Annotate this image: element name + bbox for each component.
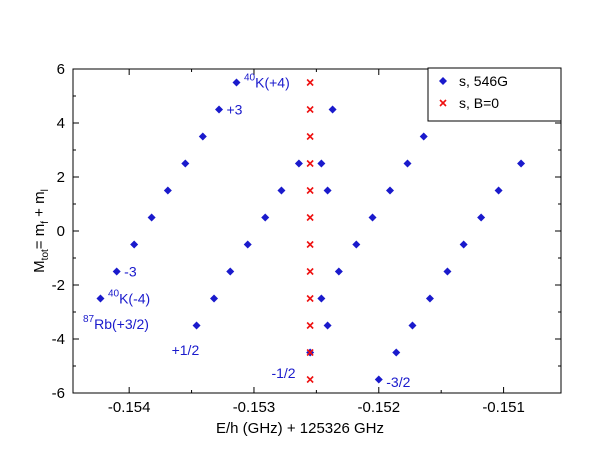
data-point-546g (210, 294, 219, 303)
data-point-546g (232, 78, 241, 87)
data-point-b0 (306, 321, 314, 330)
data-point-546g (198, 132, 207, 141)
y-axis-label-main: M (31, 260, 48, 273)
annotation: +3 (227, 102, 243, 118)
x-tick-label: -0.151 (482, 399, 525, 416)
data-point-546g (323, 186, 332, 195)
y-axis-label-sub: tot (40, 249, 51, 260)
data-point-b0 (306, 78, 314, 87)
data-point-546g (147, 213, 156, 222)
y-axis-label-mid2: + m (31, 191, 48, 221)
legend-label-s-b0: s, B=0 (459, 95, 499, 111)
data-point-546g (243, 240, 252, 249)
data-point-546g (294, 159, 303, 168)
y-tick-label: 0 (57, 223, 65, 240)
x-tick-label: -0.153 (233, 399, 276, 416)
y-axis-label-sub2: f (40, 221, 51, 224)
legend: s, 546G s, B=0 (427, 67, 562, 122)
data-point-546g (192, 321, 201, 330)
data-point-546g (96, 294, 105, 303)
annotation: 40K(-4) (108, 289, 150, 307)
legend-marker-s-546g (439, 77, 447, 85)
annotation: +1/2 (172, 342, 200, 358)
data-point-546g (215, 105, 224, 114)
annotation: -1/2 (271, 365, 295, 381)
y-tick-label: -2 (52, 277, 65, 294)
data-point-b0 (306, 240, 314, 249)
data-points (96, 78, 526, 384)
data-point-546g (261, 213, 270, 222)
data-point-546g (443, 267, 452, 276)
data-point-546g (112, 267, 121, 276)
data-point-546g (352, 240, 361, 249)
x-axis-label: E/h (GHz) + 125326 GHz (216, 420, 384, 437)
legend-box (427, 67, 562, 122)
data-point-546g (226, 267, 235, 276)
data-point-b0 (306, 105, 314, 114)
data-point-546g (517, 159, 526, 168)
data-point-546g (368, 213, 377, 222)
y-axis-label: Mtot= mf + ml (31, 189, 51, 273)
y-axis-label-sub3: l (40, 189, 51, 191)
data-point-546g (163, 186, 172, 195)
y-tick-label: -4 (52, 331, 65, 348)
data-point-546g (277, 186, 286, 195)
annotation: -3 (124, 264, 137, 280)
y-tick-label: 2 (57, 169, 65, 186)
y-tick-label: -6 (52, 385, 65, 402)
data-point-546g (323, 321, 332, 330)
data-point-546g (392, 348, 401, 357)
annotation: 40K(+4) (244, 73, 290, 91)
data-point-546g (317, 294, 326, 303)
data-point-546g (403, 159, 412, 168)
legend-cross-icon (439, 99, 447, 107)
data-point-546g (334, 267, 343, 276)
data-point-546g (477, 213, 486, 222)
y-tick-label: 6 (57, 61, 65, 78)
annotation: 87Rb(+3/2) (83, 314, 149, 332)
x-tick-label: -0.154 (108, 399, 151, 416)
data-point-546g (374, 375, 383, 384)
data-point-546g (317, 159, 326, 168)
data-point-b0 (306, 132, 314, 141)
data-point-546g (425, 294, 434, 303)
y-tick-label: 4 (57, 115, 65, 132)
data-point-b0 (306, 348, 314, 357)
legend-marker-s-b0 (439, 99, 447, 107)
data-point-b0 (306, 267, 314, 276)
data-point-546g (408, 321, 417, 330)
annotations: 40K(+4)+3 -3 40K(-4) 87Rb(+3/2) +1/2 -1/2 -3/2 (83, 73, 411, 391)
legend-label-s-546g: s, 546G (459, 73, 508, 89)
data-point-546g (419, 132, 428, 141)
x-tick-label: -0.152 (358, 399, 401, 416)
data-point-546g (181, 159, 190, 168)
data-point-546g (130, 240, 139, 249)
annotation: -3/2 (386, 374, 410, 390)
data-point-b0 (306, 159, 314, 168)
data-point-b0 (306, 375, 314, 384)
data-point-546g (494, 186, 503, 195)
data-point-546g (386, 186, 395, 195)
data-point-546g (328, 105, 337, 114)
data-point-b0 (306, 294, 314, 303)
axis-ticks: -0.154 -0.153 -0.152 -0.151 -6 -4 -2 0 2 4 6 (52, 61, 561, 416)
y-axis-label-mid: = m (31, 224, 48, 249)
data-point-b0 (306, 213, 314, 222)
data-point-546g (459, 240, 468, 249)
legend-diamond-icon (439, 77, 447, 85)
data-point-b0 (306, 186, 314, 195)
